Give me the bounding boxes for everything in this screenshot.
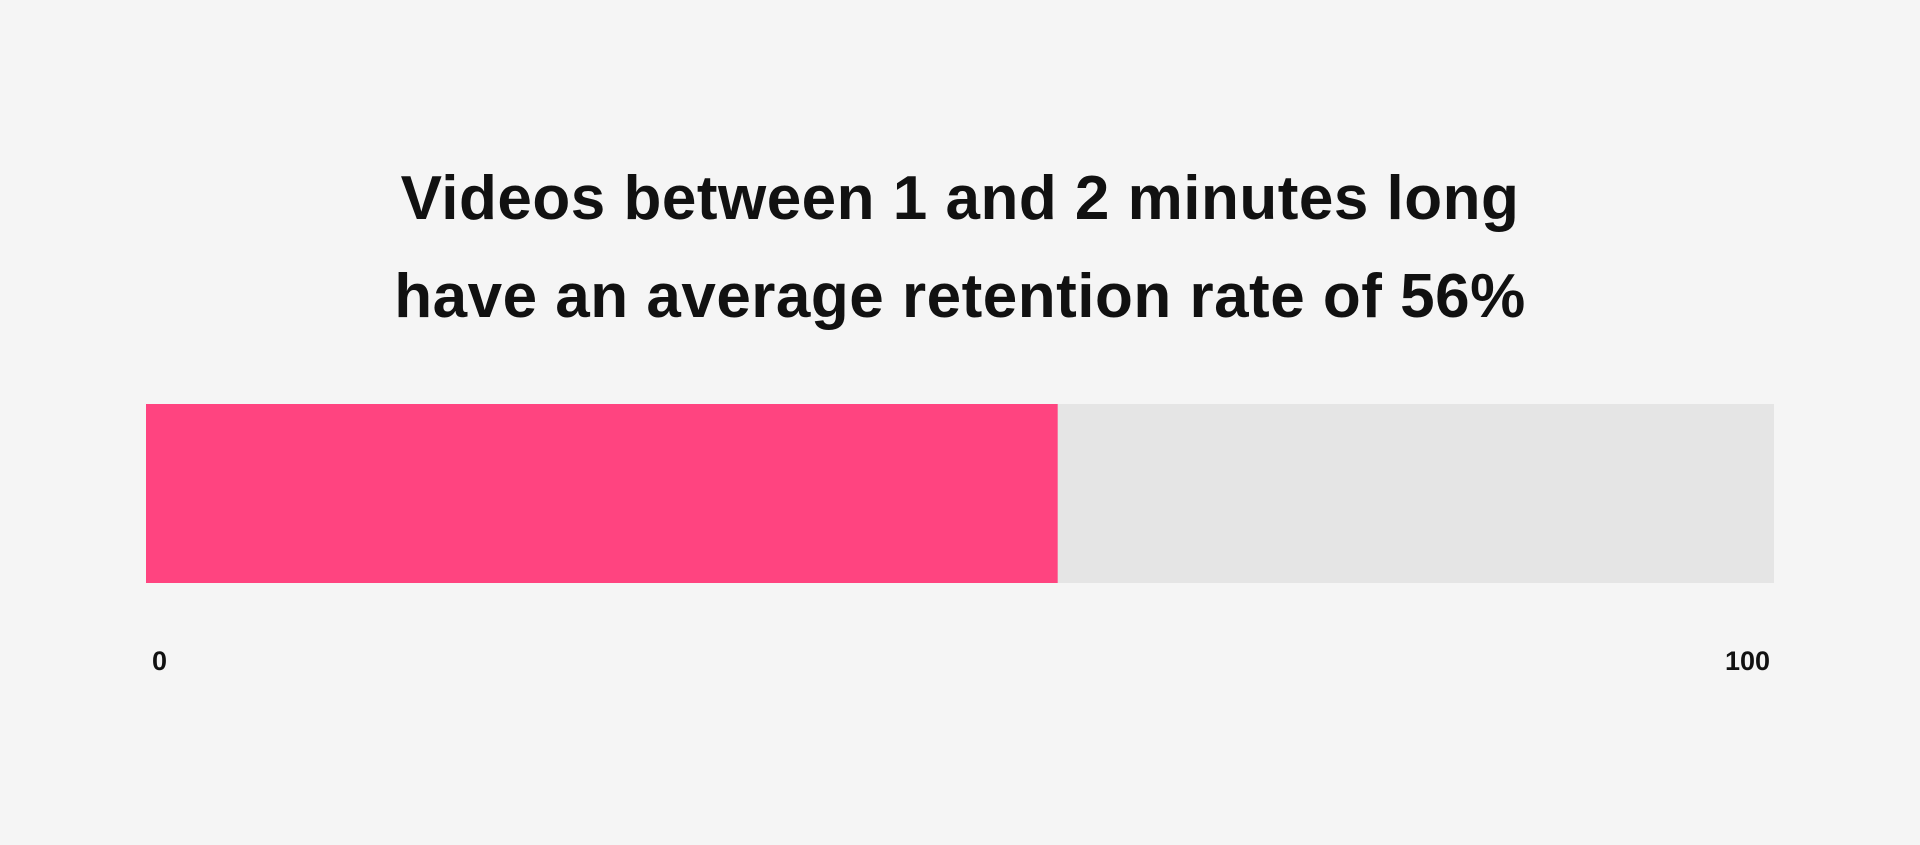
chart-title-line-2: have an average retention rate of 56% — [394, 262, 1526, 331]
tick-label-min: 0 — [152, 646, 168, 676]
progress-bar — [146, 404, 1774, 583]
tick-label-max: 100 — [1724, 646, 1770, 676]
chart-title: Videos between 1 and 2 minutes long have… — [0, 150, 1920, 346]
progress-fill-bar — [146, 404, 1058, 583]
chart-title-line-1: Videos between 1 and 2 minutes long — [400, 164, 1520, 233]
